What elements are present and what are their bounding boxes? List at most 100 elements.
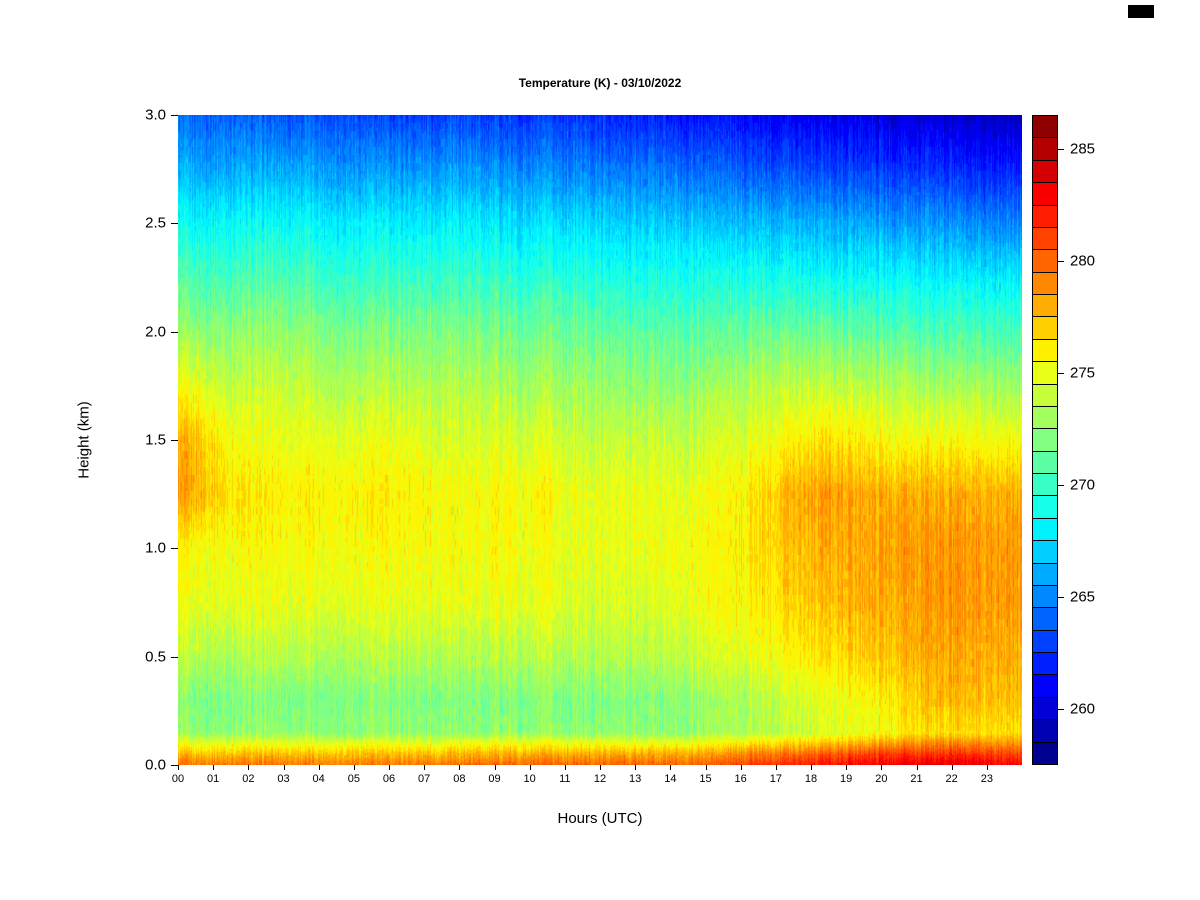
colorbar bbox=[1032, 115, 1058, 765]
x-tick-mark bbox=[283, 765, 285, 770]
y-tick-mark bbox=[171, 656, 178, 658]
colorbar-tick-mark bbox=[1058, 708, 1064, 710]
x-tick-mark bbox=[916, 765, 918, 770]
x-tick-mark bbox=[811, 765, 812, 770]
x-tick-label: 02 bbox=[242, 773, 255, 785]
colorbar-tick-mark bbox=[1058, 484, 1064, 486]
x-tick-mark bbox=[213, 765, 215, 770]
colorbar-tick-mark bbox=[1058, 372, 1064, 374]
x-axis-label: Hours (UTC) bbox=[557, 810, 643, 827]
colorbar-segment bbox=[1033, 563, 1057, 586]
x-tick-mark bbox=[775, 765, 777, 770]
colorbar-segment bbox=[1033, 697, 1057, 721]
x-tick-mark bbox=[424, 765, 426, 770]
x-tick-label: 16 bbox=[734, 773, 747, 785]
colorbar-segment bbox=[1033, 429, 1057, 452]
colorbar-tick-label: 260 bbox=[1070, 700, 1096, 718]
x-tick-mark bbox=[705, 765, 707, 770]
x-tick-label: 03 bbox=[277, 773, 290, 785]
y-tick-label: 2.5 bbox=[145, 214, 166, 232]
x-tick-mark bbox=[881, 765, 883, 770]
x-tick-label: 22 bbox=[945, 773, 958, 785]
y-tick-mark bbox=[171, 223, 178, 225]
colorbar-segment bbox=[1033, 406, 1057, 430]
x-tick-label: 00 bbox=[171, 773, 185, 785]
colorbar-segment bbox=[1033, 205, 1057, 228]
y-tick-label: 1.5 bbox=[145, 431, 166, 449]
x-tick-mark bbox=[178, 765, 179, 770]
colorbar-segment bbox=[1033, 720, 1057, 743]
y-tick-mark bbox=[171, 765, 178, 766]
colorbar-segment bbox=[1033, 116, 1057, 139]
colorbar-segment bbox=[1033, 227, 1057, 251]
colorbar-segment bbox=[1033, 160, 1057, 184]
y-tick-label: 1.0 bbox=[145, 539, 166, 557]
y-tick-label: 0.0 bbox=[145, 756, 166, 774]
colorbar-segment bbox=[1033, 317, 1057, 340]
x-tick-mark bbox=[951, 765, 953, 770]
x-tick-label: 06 bbox=[382, 773, 396, 785]
colorbar-segment bbox=[1033, 295, 1057, 318]
y-tick-mark bbox=[171, 548, 178, 550]
colorbar-segment bbox=[1033, 451, 1057, 474]
colorbar-tick-label: 280 bbox=[1070, 252, 1096, 270]
x-tick-label: 07 bbox=[418, 773, 431, 785]
x-tick-label: 21 bbox=[910, 773, 923, 785]
x-tick-mark bbox=[389, 765, 390, 770]
x-tick-label: 14 bbox=[664, 773, 677, 785]
x-tick-mark bbox=[635, 765, 637, 770]
colorbar-segment bbox=[1033, 742, 1057, 764]
colorbar-segment bbox=[1033, 585, 1057, 609]
x-tick-label: 10 bbox=[523, 773, 536, 785]
colorbar-segment bbox=[1033, 362, 1057, 385]
x-tick-label: 12 bbox=[593, 773, 607, 785]
x-tick-label: 19 bbox=[840, 773, 853, 785]
x-tick-mark bbox=[494, 765, 496, 770]
x-tick-mark bbox=[459, 765, 461, 770]
colorbar-tick-label: 265 bbox=[1070, 588, 1096, 606]
x-tick-mark bbox=[529, 765, 531, 770]
x-tick-label: 18 bbox=[804, 773, 818, 785]
x-tick-mark bbox=[600, 765, 601, 770]
colorbar-segment bbox=[1033, 496, 1057, 519]
colorbar-segment bbox=[1033, 138, 1057, 161]
x-tick-label: 01 bbox=[207, 773, 220, 785]
y-tick-label: 0.5 bbox=[145, 648, 166, 666]
x-tick-mark bbox=[318, 765, 320, 770]
chart-title: Temperature (K) - 03/10/2022 bbox=[518, 76, 682, 90]
colorbar-tick-mark bbox=[1058, 260, 1064, 262]
colorbar-segment bbox=[1033, 474, 1057, 497]
colorbar-segment bbox=[1033, 541, 1057, 564]
colorbar-segment bbox=[1033, 384, 1057, 407]
colorbar-segment bbox=[1033, 653, 1057, 676]
y-tick-mark bbox=[171, 440, 178, 441]
x-tick-mark bbox=[846, 765, 848, 770]
colorbar-tick-mark bbox=[1058, 148, 1064, 150]
heatmap-canvas bbox=[178, 115, 1022, 765]
x-tick-label: 15 bbox=[699, 773, 712, 785]
y-tick-mark bbox=[171, 115, 178, 116]
x-tick-label: 13 bbox=[629, 773, 642, 785]
x-tick-label: 23 bbox=[980, 773, 993, 785]
colorbar-segment bbox=[1033, 675, 1057, 698]
colorbar-segment bbox=[1033, 250, 1057, 273]
y-axis-label: Height (km) bbox=[75, 401, 93, 479]
colorbar-tick-mark bbox=[1058, 596, 1064, 598]
x-tick-mark bbox=[564, 765, 566, 770]
colorbar-tick-label: 270 bbox=[1070, 476, 1096, 494]
colorbar-segment bbox=[1033, 272, 1057, 295]
x-tick-mark bbox=[986, 765, 988, 770]
x-tick-label: 17 bbox=[769, 773, 782, 785]
y-tick-mark bbox=[171, 331, 178, 333]
colorbar-segment bbox=[1033, 518, 1057, 542]
colorbar-segment bbox=[1033, 630, 1057, 653]
y-tick-label: 2.0 bbox=[145, 323, 166, 341]
x-tick-mark bbox=[353, 765, 355, 770]
x-tick-mark bbox=[740, 765, 742, 770]
y-tick-label: 3.0 bbox=[145, 106, 166, 124]
x-tick-label: 04 bbox=[312, 773, 325, 785]
x-tick-label: 05 bbox=[347, 773, 360, 785]
x-tick-label: 08 bbox=[453, 773, 466, 785]
x-tick-label: 11 bbox=[559, 773, 571, 785]
